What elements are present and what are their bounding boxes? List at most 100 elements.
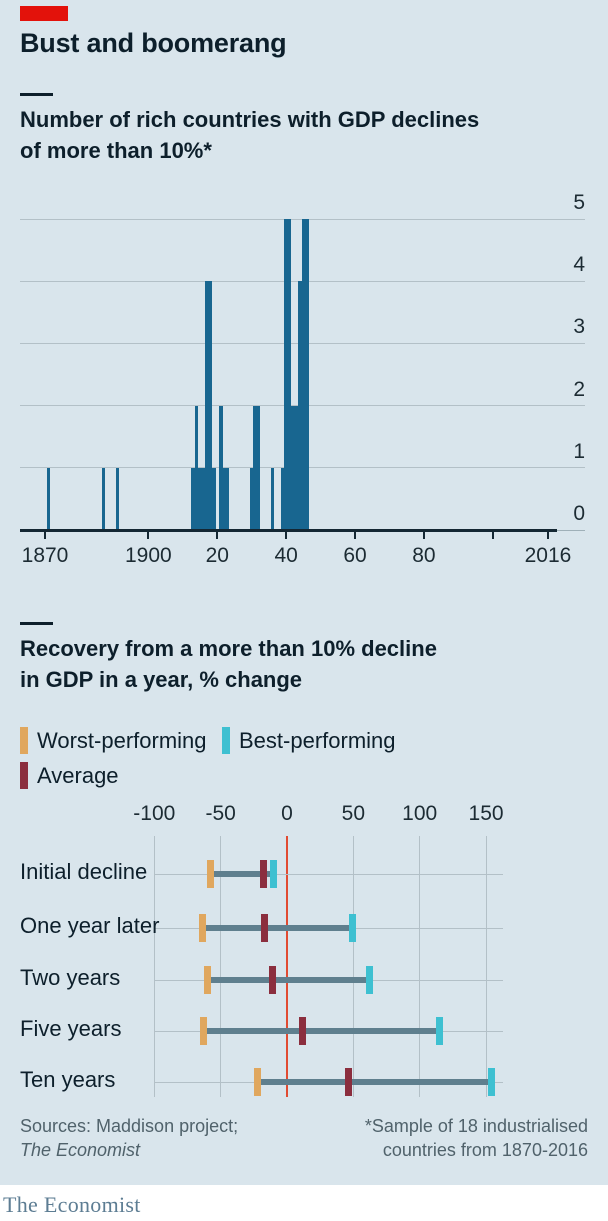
gridline-x-50: [352, 836, 354, 1097]
row-label-2: Two years: [20, 965, 121, 990]
chart-card: Bust and boomerang Number of rich countr…: [0, 0, 608, 1185]
gridline-x--50: [220, 836, 222, 1097]
x-axis-label-1960: 60: [343, 544, 367, 567]
x-tick-1980: [422, 531, 425, 539]
footnote-line1: *Sample of 18 industrialised: [364, 1116, 588, 1136]
x-tick-2000: [491, 531, 494, 539]
x-tick-1870: [44, 531, 46, 539]
gdp-declines-bar-chart: 5 4 3 2 1 0 1870 1900 20 40 60 80 2016: [0, 0, 608, 600]
zero-line: [286, 836, 288, 1097]
average-swatch: [20, 762, 28, 789]
bar-1914: [194, 405, 199, 530]
bar-1945: [301, 219, 306, 530]
gridline-x--100: [153, 836, 155, 1097]
row-gridline-0: [155, 873, 503, 875]
sources-note: Sources: Maddison project; The Economist: [20, 1114, 320, 1162]
x-axis-label-100: 100: [402, 802, 438, 825]
worst-marker-1: [198, 914, 206, 942]
x-axis-label-150: 150: [468, 802, 504, 825]
bar-1943: [294, 405, 299, 530]
row-label-4: Ten years: [20, 1067, 116, 1092]
x-tick-2016: [546, 531, 549, 539]
bar-1923: [225, 467, 230, 530]
sources-line2: The Economist: [20, 1140, 141, 1160]
bar-1931: [253, 405, 257, 530]
best-marker-3: [436, 1017, 444, 1045]
x-axis-label-1920: 20: [205, 544, 229, 567]
x-axis-label-0: 0: [281, 802, 293, 825]
section-dash-2: [20, 622, 53, 625]
x-axis-label--100: -100: [133, 802, 176, 825]
x-tick-1960: [354, 531, 357, 539]
legend-item-worst: Worst-performing: [20, 727, 207, 754]
row-label-0: Initial decline: [20, 859, 148, 884]
gridline-x-150: [485, 836, 487, 1097]
average-marker-2: [268, 966, 276, 994]
range-bar-0: [210, 871, 274, 877]
chart2-title-line2: in GDP in a year, % change: [20, 667, 303, 692]
chart1-title-line1: Number of rich countries with GDP declin…: [20, 107, 480, 132]
bar-1944: [298, 281, 302, 530]
bar-1917: [205, 281, 209, 530]
bar-1939: [280, 467, 285, 530]
footnote-line2: countries from 1870-2016: [382, 1140, 588, 1160]
best-marker-1: [348, 914, 356, 942]
range-bar-1: [202, 925, 352, 931]
bar-1918: [208, 281, 213, 530]
chart2-title: Recovery from a more than 10% decline in…: [20, 633, 580, 695]
x-axis-label--50: -50: [205, 802, 236, 825]
row-label-3: Five years: [20, 1016, 122, 1041]
x-axis-line: [20, 529, 557, 532]
y-axis-label-3: 3: [573, 315, 585, 339]
bar-1916: [201, 467, 206, 530]
bar-1932: [256, 405, 261, 530]
x-axis-line-end: [557, 529, 585, 531]
x-axis-label-1980: 80: [412, 544, 436, 567]
best-performing-swatch: [222, 727, 230, 754]
y-axis-label-5: 5: [573, 191, 585, 214]
bar-1913: [191, 467, 195, 530]
chart2-title-line1: Recovery from a more than 10% decline: [20, 636, 437, 661]
bar-1940: [284, 219, 288, 530]
y-axis-label-2: 2: [573, 377, 585, 401]
y-axis-label-1: 1: [573, 439, 585, 463]
worst-marker-4: [254, 1068, 262, 1096]
y-axis-label-0: 0: [573, 502, 585, 525]
bar-1919: [212, 467, 216, 530]
red-brand-tab: [20, 6, 68, 21]
range-bar-4: [257, 1079, 492, 1085]
range-bar-2: [207, 977, 370, 983]
worst-marker-2: [203, 966, 211, 994]
legend-label-best: Best-performing: [239, 727, 396, 753]
worst-performing-swatch: [20, 727, 28, 754]
average-marker-0: [259, 860, 267, 888]
average-marker-1: [260, 914, 268, 942]
bar-1942: [291, 405, 295, 530]
bar-1871: [46, 467, 51, 530]
bar-1887: [101, 467, 106, 530]
bar-1921: [218, 405, 223, 530]
legend-item-average: Average: [20, 762, 119, 789]
bar-1936: [270, 467, 275, 530]
worst-marker-0: [206, 860, 214, 888]
sources-line1: Sources: Maddison project;: [20, 1116, 239, 1136]
bar-1946: [305, 219, 309, 530]
gridline-x-100: [419, 836, 421, 1097]
average-marker-3: [299, 1017, 307, 1045]
average-marker-4: [344, 1068, 352, 1096]
x-axis-label-1900: 1900: [124, 544, 172, 567]
x-tick-1900: [147, 531, 150, 539]
page-title: Bust and boomerang: [20, 28, 287, 58]
x-tick-1920: [216, 531, 219, 539]
sample-footnote: *Sample of 18 industrialised countries f…: [288, 1114, 588, 1162]
x-axis-label-50: 50: [341, 802, 366, 825]
legend-label-worst: Worst-performing: [37, 727, 207, 753]
legend-label-average: Average: [37, 762, 119, 788]
economist-wordmark: The Economist: [3, 1192, 141, 1217]
row-label-1: One year later: [20, 913, 160, 938]
chart1-title-line2: of more than 10%*: [20, 138, 212, 163]
recovery-range-chart: -100 -50 0 50 100 150 Initial decline One year …: [20, 802, 504, 1097]
worst-marker-3: [199, 1017, 207, 1045]
bar-1891: [115, 467, 120, 530]
